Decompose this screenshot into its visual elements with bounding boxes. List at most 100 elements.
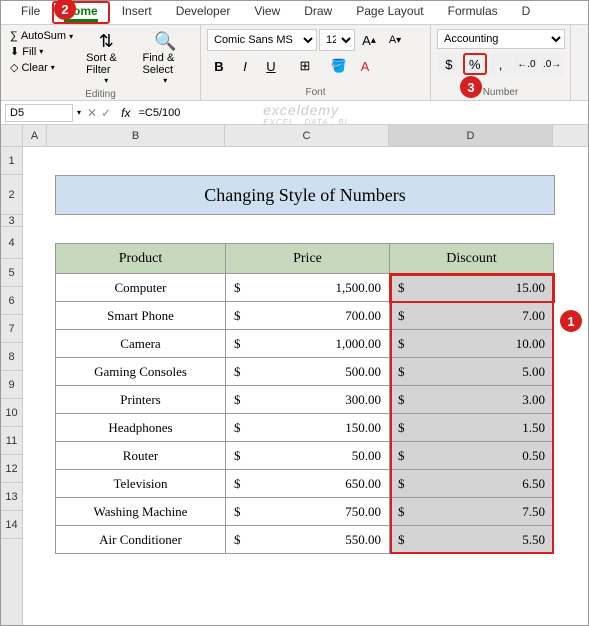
- row-header[interactable]: 4: [1, 227, 22, 259]
- product-cell[interactable]: Washing Machine: [56, 498, 226, 526]
- tab-data[interactable]: D: [510, 1, 543, 24]
- row-header[interactable]: 2: [1, 175, 22, 215]
- row-header[interactable]: 10: [1, 399, 22, 427]
- product-cell[interactable]: Gaming Consoles: [56, 358, 226, 386]
- row-header[interactable]: 3: [1, 215, 22, 227]
- product-cell[interactable]: Television: [56, 470, 226, 498]
- sort-filter-button[interactable]: ⇅ Sort & Filter ▾: [80, 29, 132, 87]
- price-cell[interactable]: $1,000.00: [226, 330, 390, 358]
- product-cell[interactable]: Printers: [56, 386, 226, 414]
- price-cell[interactable]: $650.00: [226, 470, 390, 498]
- row-header[interactable]: 1: [1, 147, 22, 175]
- data-table: Product Price Discount Computer$1,500.00…: [55, 243, 554, 554]
- product-cell[interactable]: Headphones: [56, 414, 226, 442]
- cancel-icon[interactable]: ✕: [87, 106, 97, 120]
- sigma-icon: ∑: [10, 30, 18, 42]
- header-discount[interactable]: Discount: [390, 244, 554, 274]
- paint-bucket-icon: 🪣: [331, 58, 347, 74]
- row-header[interactable]: 13: [1, 483, 22, 511]
- row-header[interactable]: 12: [1, 455, 22, 483]
- discount-cell[interactable]: $7.00: [390, 302, 554, 330]
- percent-button[interactable]: %: [463, 53, 487, 75]
- col-header[interactable]: C: [225, 125, 389, 146]
- tab-view[interactable]: View: [242, 1, 292, 24]
- col-header[interactable]: B: [47, 125, 225, 146]
- row-header[interactable]: 11: [1, 427, 22, 455]
- number-label: Number: [437, 87, 564, 98]
- price-cell[interactable]: $500.00: [226, 358, 390, 386]
- chevron-down-icon: ▾: [163, 76, 167, 85]
- discount-cell[interactable]: $1.50: [390, 414, 554, 442]
- formula-input[interactable]: [134, 105, 588, 121]
- ribbon-group-font: Comic Sans MS 12 A▴ A▾ B I U ⊞ 🪣 A Font: [201, 25, 431, 100]
- decrease-font-button[interactable]: A▾: [383, 29, 407, 51]
- header-product[interactable]: Product: [56, 244, 226, 274]
- callout-1: 1: [560, 310, 582, 332]
- eraser-icon: ◇: [10, 61, 18, 74]
- border-icon: ⊞: [300, 58, 311, 74]
- product-cell[interactable]: Air Conditioner: [56, 526, 226, 554]
- col-header[interactable]: D: [389, 125, 553, 146]
- increase-decimal-button[interactable]: ←.0: [514, 53, 538, 75]
- confirm-icon[interactable]: ✓: [101, 106, 111, 120]
- row-header[interactable]: 7: [1, 315, 22, 343]
- ribbon-tabs: File Home Insert Developer View Draw Pag…: [1, 1, 588, 25]
- font-size-select[interactable]: 12: [319, 29, 355, 51]
- comma-button[interactable]: ,: [489, 53, 513, 75]
- bold-button[interactable]: B: [207, 55, 231, 77]
- discount-cell[interactable]: $7.50: [390, 498, 554, 526]
- clear-button[interactable]: ◇Clear▾: [7, 60, 76, 75]
- price-cell[interactable]: $700.00: [226, 302, 390, 330]
- discount-cell[interactable]: $3.00: [390, 386, 554, 414]
- discount-cell[interactable]: $5.50: [390, 526, 554, 554]
- product-cell[interactable]: Computer: [56, 274, 226, 302]
- product-cell[interactable]: Camera: [56, 330, 226, 358]
- discount-cell[interactable]: $5.00: [390, 358, 554, 386]
- font-label: Font: [207, 87, 424, 98]
- header-price[interactable]: Price: [226, 244, 390, 274]
- autosum-button[interactable]: ∑AutoSum▾: [7, 29, 76, 43]
- row-header[interactable]: 14: [1, 511, 22, 539]
- name-box[interactable]: [5, 104, 73, 122]
- product-cell[interactable]: Router: [56, 442, 226, 470]
- row-header[interactable]: 9: [1, 371, 22, 399]
- discount-cell[interactable]: $15.00: [390, 274, 554, 302]
- tab-developer[interactable]: Developer: [164, 1, 243, 24]
- fx-icon[interactable]: fx: [117, 106, 134, 120]
- price-cell[interactable]: $750.00: [226, 498, 390, 526]
- font-family-select[interactable]: Comic Sans MS: [207, 29, 317, 51]
- col-header[interactable]: A: [23, 125, 47, 146]
- tab-pagelayout[interactable]: Page Layout: [344, 1, 435, 24]
- fill-button[interactable]: ⬇Fill▾: [7, 44, 76, 59]
- tab-draw[interactable]: Draw: [292, 1, 344, 24]
- currency-button[interactable]: $: [437, 53, 461, 75]
- discount-cell[interactable]: $6.50: [390, 470, 554, 498]
- tab-file[interactable]: File: [9, 1, 52, 24]
- border-button[interactable]: ⊞: [293, 55, 317, 77]
- increase-font-button[interactable]: A▴: [357, 29, 381, 51]
- row-header[interactable]: 5: [1, 259, 22, 287]
- fontcolor-button[interactable]: A: [353, 55, 377, 77]
- fillcolor-button[interactable]: 🪣: [327, 55, 351, 77]
- select-all-corner[interactable]: [1, 125, 22, 147]
- tab-insert[interactable]: Insert: [110, 1, 164, 24]
- row-header[interactable]: 6: [1, 287, 22, 315]
- find-select-button[interactable]: 🔍 Find & Select ▾: [137, 29, 195, 87]
- row-header[interactable]: 8: [1, 343, 22, 371]
- discount-cell[interactable]: $0.50: [390, 442, 554, 470]
- price-cell[interactable]: $300.00: [226, 386, 390, 414]
- number-format-select[interactable]: Accounting: [437, 29, 565, 49]
- price-cell[interactable]: $50.00: [226, 442, 390, 470]
- product-cell[interactable]: Smart Phone: [56, 302, 226, 330]
- italic-button[interactable]: I: [233, 55, 257, 77]
- title-cell[interactable]: Changing Style of Numbers: [55, 175, 555, 215]
- search-icon: 🔍: [154, 31, 176, 52]
- price-cell[interactable]: $550.00: [226, 526, 390, 554]
- underline-button[interactable]: U: [259, 55, 283, 77]
- price-cell[interactable]: $1,500.00: [226, 274, 390, 302]
- chevron-down-icon: ▾: [51, 63, 55, 72]
- decrease-decimal-button[interactable]: .0→: [540, 53, 564, 75]
- discount-cell[interactable]: $10.00: [390, 330, 554, 358]
- tab-formulas[interactable]: Formulas: [436, 1, 510, 24]
- price-cell[interactable]: $150.00: [226, 414, 390, 442]
